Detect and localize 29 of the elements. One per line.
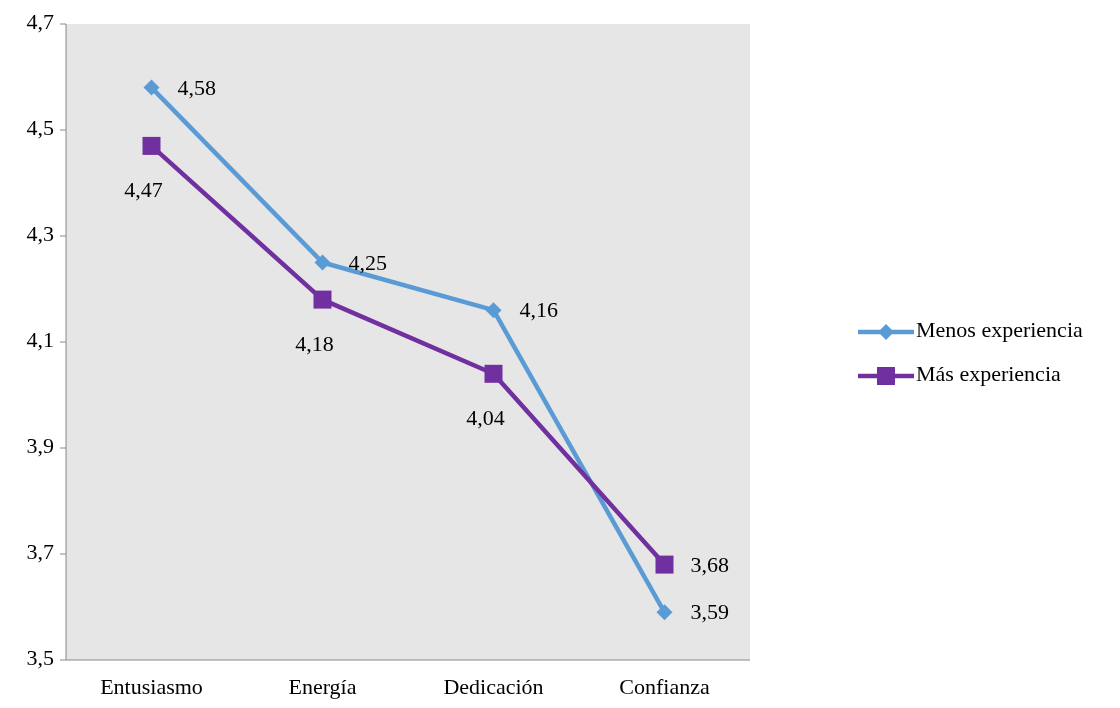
y-tick-label: 3,9 [26,433,54,459]
x-tick-label: Dedicación [443,674,544,699]
point [655,555,674,574]
data-label: 4,04 [466,404,505,430]
data-label: 4,25 [348,249,387,275]
x-tick-label: Confianza [619,674,710,699]
point [313,290,332,309]
y-tick-label: 3,7 [26,539,54,565]
x-tick-label: Entusiasmo [100,674,203,699]
y-tick-label: 3,5 [26,645,54,671]
data-label: 3,68 [690,551,729,577]
x-tick-label: Energía [288,674,357,699]
y-tick-label: 4,7 [26,9,54,35]
point [142,136,161,155]
y-tick-label: 4,3 [26,221,54,247]
point [314,254,331,271]
legend-label: Menos experiencia [916,317,1083,343]
data-label: 3,59 [690,599,729,625]
y-tick-label: 4,5 [26,115,54,141]
point [143,79,160,96]
data-label: 4,58 [177,74,216,100]
point [485,302,502,319]
legend-label: Más experiencia [916,361,1061,387]
data-label: 4,47 [124,176,163,202]
point [656,604,673,621]
data-label: 4,18 [295,330,334,356]
point [484,364,503,383]
data-label: 4,16 [519,297,558,323]
y-tick-label: 4,1 [26,327,54,353]
